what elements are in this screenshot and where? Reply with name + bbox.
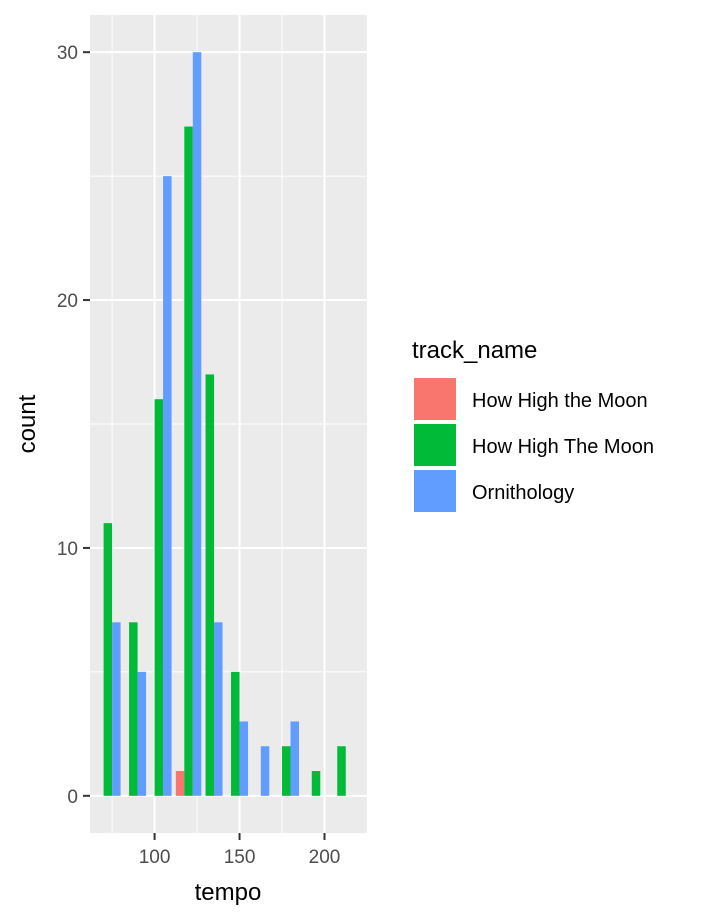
bars-layer	[103, 52, 346, 796]
x-tick-label: 150	[224, 847, 256, 868]
bar	[311, 771, 321, 796]
bar	[163, 176, 172, 796]
bar	[184, 126, 193, 796]
y-axis-title: count	[14, 394, 41, 453]
bar	[112, 622, 121, 796]
x-axis: 100 150 200	[139, 833, 341, 868]
y-tick-label: 30	[57, 43, 78, 64]
y-tick-label: 20	[57, 291, 78, 312]
bar	[260, 746, 270, 796]
bar	[290, 721, 300, 796]
bar	[214, 622, 223, 796]
legend: track_name How High the Moon How High The…	[412, 337, 654, 512]
bar	[175, 771, 185, 796]
legend-label: How High the Moon	[472, 390, 648, 412]
bar	[239, 721, 249, 796]
bar	[154, 399, 164, 796]
legend-key	[414, 378, 456, 420]
legend-items: How High the Moon How High The Moon Ornith…	[414, 378, 654, 512]
bar	[282, 746, 291, 796]
x-tick-label: 100	[139, 847, 171, 868]
legend-key	[414, 470, 456, 512]
y-tick-label: 0	[67, 787, 78, 808]
x-axis-title: tempo	[195, 879, 262, 906]
y-axis: 0 10 20 30	[57, 43, 90, 808]
x-tick-label: 200	[309, 847, 341, 868]
bar	[129, 622, 138, 796]
legend-key	[414, 424, 456, 466]
legend-title: track_name	[412, 337, 537, 364]
legend-label: Ornithology	[472, 482, 574, 504]
bar	[103, 523, 113, 796]
bar	[205, 374, 215, 796]
bar	[231, 671, 240, 796]
legend-label: How High The Moon	[472, 436, 654, 458]
bar	[192, 52, 202, 796]
y-tick-label: 10	[57, 539, 78, 560]
bar	[137, 671, 147, 796]
bar	[337, 746, 346, 796]
